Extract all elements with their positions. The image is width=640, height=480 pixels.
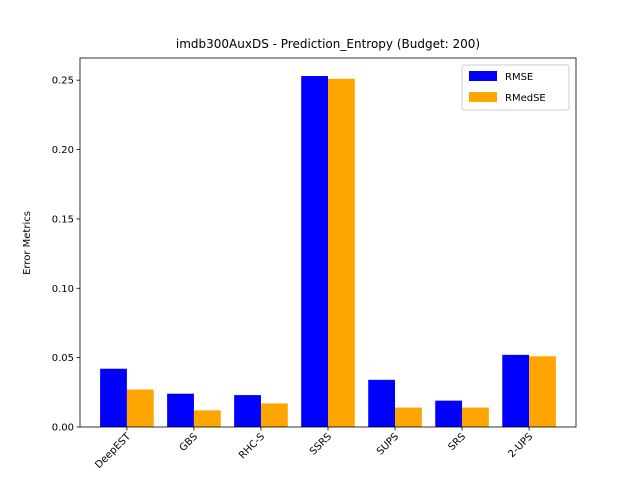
bar-rmse-deepest: [100, 368, 127, 427]
bar-rmse-rhc-s: [234, 395, 261, 427]
bar-rmse-srs: [435, 400, 463, 427]
bar-rmedse-gbs: [193, 410, 221, 427]
y-axis-title: Error Metrics: [22, 211, 33, 275]
chart-title: imdb300AuxDS - Prediction_Entropy (Budge…: [176, 37, 480, 51]
legend-swatch-rmedse: [469, 92, 497, 102]
bar-rmedse-srs: [462, 407, 489, 427]
y-tick-label: 0.05: [52, 353, 74, 364]
y-tick-label: 0.10: [52, 284, 74, 295]
y-tick-label: 0.20: [52, 145, 74, 156]
bar-rmedse-2-ups: [529, 356, 556, 427]
legend-label-rmedse: RMedSE: [505, 93, 546, 104]
x-tick-label: GBS: [178, 431, 200, 453]
x-tick-label: RHC-S: [237, 431, 267, 461]
bar-rmse-ssrs: [301, 76, 328, 427]
x-tick-label: SSRS: [308, 431, 334, 457]
y-tick-label: 0.25: [52, 76, 74, 87]
bar-rmse-2-ups: [502, 354, 530, 427]
legend-swatch-rmse: [469, 71, 497, 81]
bar-rmse-gbs: [167, 393, 194, 427]
bar-rmedse-deepest: [126, 389, 154, 427]
x-tick-label: SUPS: [375, 431, 401, 457]
x-axis: DeepEST GBS RHC-S SSRS SUPS SRS 2-UPS: [93, 427, 535, 471]
x-tick-label: SRS: [446, 431, 468, 453]
plot-area: [79, 57, 577, 428]
legend-label-rmse: RMSE: [505, 72, 533, 83]
legend: RMSE RMedSE: [461, 64, 570, 111]
bar-rmedse-rhc-s: [260, 403, 288, 427]
y-tick-label: 0.15: [52, 214, 74, 225]
x-tick-label: 2-UPS: [506, 431, 535, 460]
x-tick-label: DeepEST: [93, 431, 133, 471]
y-axis: 0.00 0.05 0.10 0.15 0.20 0.25: [52, 76, 80, 434]
bar-rmedse-sups: [395, 407, 422, 427]
y-tick-label: 0.00: [52, 423, 74, 434]
bar-rmse-sups: [368, 379, 396, 427]
bar-rmedse-ssrs: [328, 78, 355, 427]
